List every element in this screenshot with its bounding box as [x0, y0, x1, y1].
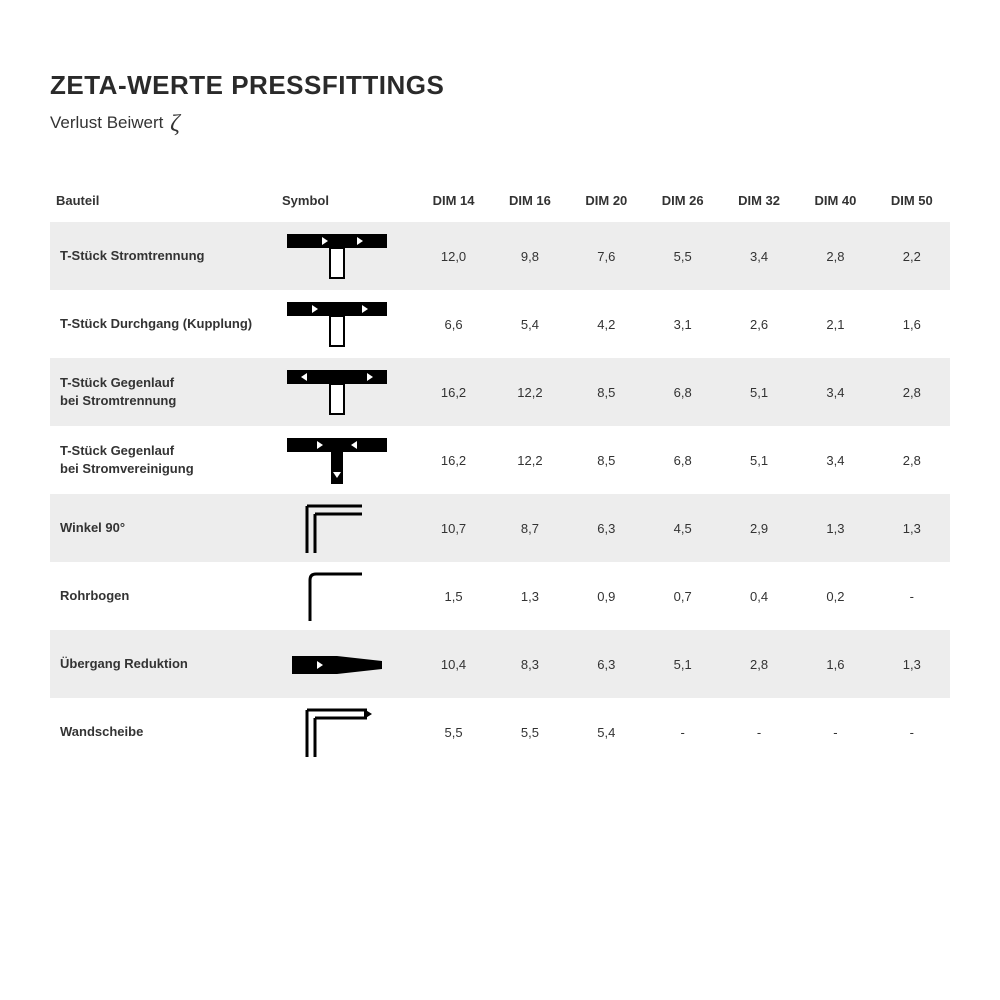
cell-value: 1,5 — [415, 562, 491, 630]
cell-value: 10,7 — [415, 494, 491, 562]
table-body: T-Stück Stromtrennung12,09,87,65,53,42,8… — [50, 222, 950, 766]
cell-value: 5,5 — [415, 698, 491, 766]
cell-value: - — [797, 698, 873, 766]
cell-value: 12,2 — [492, 426, 568, 494]
cell-value: 1,3 — [492, 562, 568, 630]
col-symbol: Symbol — [276, 183, 415, 222]
page-title: ZETA-WERTE PRESSFITTINGS — [50, 70, 950, 101]
cell-value: 8,3 — [492, 630, 568, 698]
page-subtitle: Verlust Beiwert ζ — [50, 111, 950, 138]
cell-value: 2,8 — [874, 426, 950, 494]
row-label: T-Stück Gegenlaufbei Stromtrennung — [50, 358, 276, 426]
cell-value: 1,3 — [874, 630, 950, 698]
cell-value: 6,3 — [568, 630, 644, 698]
reducer-icon — [276, 630, 415, 698]
cell-value: 0,2 — [797, 562, 873, 630]
cell-value: 5,5 — [492, 698, 568, 766]
table-row: T-Stück Stromtrennung 12,09,87,65,53,42,8… — [50, 222, 950, 290]
row-label: Rohrbogen — [50, 562, 276, 630]
row-label: T-Stück Stromtrennung — [50, 222, 276, 290]
table-row: Rohrbogen 1,51,30,90,70,40,2- — [50, 562, 950, 630]
cell-value: 3,1 — [645, 290, 721, 358]
row-label: Wandscheibe — [50, 698, 276, 766]
t-split-out-icon — [276, 358, 415, 426]
subtitle-text: Verlust Beiwert — [50, 113, 168, 132]
cell-value: 5,4 — [492, 290, 568, 358]
table-row: Winkel 90°10,78,76,34,52,91,31,3 — [50, 494, 950, 562]
cell-value: 3,4 — [797, 358, 873, 426]
cell-value: 16,2 — [415, 426, 491, 494]
cell-value: 8,5 — [568, 426, 644, 494]
col-dim16: DIM 16 — [492, 183, 568, 222]
col-dim14: DIM 14 — [415, 183, 491, 222]
col-dim40: DIM 40 — [797, 183, 873, 222]
cell-value: 8,7 — [492, 494, 568, 562]
t-join-in-icon — [276, 426, 415, 494]
cell-value: 5,1 — [721, 426, 797, 494]
elbow-thin-icon — [276, 562, 415, 630]
t-right-down-icon — [276, 222, 415, 290]
cell-value: 0,7 — [645, 562, 721, 630]
cell-value: - — [645, 698, 721, 766]
row-label: T-Stück Gegenlaufbei Stromvereinigung — [50, 426, 276, 494]
cell-value: 9,8 — [492, 222, 568, 290]
cell-value: 6,8 — [645, 426, 721, 494]
cell-value: 6,6 — [415, 290, 491, 358]
cell-value: 4,5 — [645, 494, 721, 562]
col-dim50: DIM 50 — [874, 183, 950, 222]
page: ZETA-WERTE PRESSFITTINGS Verlust Beiwert… — [0, 0, 1000, 806]
row-label: T-Stück Durchgang (Kupplung) — [50, 290, 276, 358]
cell-value: 1,6 — [874, 290, 950, 358]
cell-value: 7,6 — [568, 222, 644, 290]
cell-value: 1,3 — [797, 494, 873, 562]
cell-value: 5,5 — [645, 222, 721, 290]
cell-value: 3,4 — [721, 222, 797, 290]
cell-value: 4,2 — [568, 290, 644, 358]
cell-value: 16,2 — [415, 358, 491, 426]
cell-value: 5,1 — [721, 358, 797, 426]
cell-value: 2,2 — [874, 222, 950, 290]
t-through-icon — [276, 290, 415, 358]
table-header: Bauteil Symbol DIM 14 DIM 16 DIM 20 DIM … — [50, 183, 950, 222]
cell-value: 10,4 — [415, 630, 491, 698]
table-row: T-Stück Gegenlaufbei Stromvereinigung 16,… — [50, 426, 950, 494]
cell-value: 12,2 — [492, 358, 568, 426]
row-label: Übergang Reduktion — [50, 630, 276, 698]
row-label: Winkel 90° — [50, 494, 276, 562]
cell-value: 2,9 — [721, 494, 797, 562]
cell-value: 2,8 — [797, 222, 873, 290]
table-row: Wandscheibe5,55,55,4---- — [50, 698, 950, 766]
cell-value: 2,8 — [721, 630, 797, 698]
table-row: T-Stück Gegenlaufbei Stromtrennung 16,212… — [50, 358, 950, 426]
elbow-double-icon — [276, 494, 415, 562]
col-dim26: DIM 26 — [645, 183, 721, 222]
cell-value: 2,6 — [721, 290, 797, 358]
cell-value: 0,9 — [568, 562, 644, 630]
cell-value: 2,8 — [874, 358, 950, 426]
cell-value: 0,4 — [721, 562, 797, 630]
cell-value: 6,3 — [568, 494, 644, 562]
cell-value: 2,1 — [797, 290, 873, 358]
col-dim20: DIM 20 — [568, 183, 644, 222]
cell-value: 5,1 — [645, 630, 721, 698]
cell-value: 1,6 — [797, 630, 873, 698]
cell-value: 12,0 — [415, 222, 491, 290]
cell-value: 5,4 — [568, 698, 644, 766]
table-row: T-Stück Durchgang (Kupplung) 6,65,44,23,1… — [50, 290, 950, 358]
zeta-table: Bauteil Symbol DIM 14 DIM 16 DIM 20 DIM … — [50, 183, 950, 766]
cell-value: - — [721, 698, 797, 766]
col-bauteil: Bauteil — [50, 183, 276, 222]
cell-value: - — [874, 698, 950, 766]
cell-value: 8,5 — [568, 358, 644, 426]
col-dim32: DIM 32 — [721, 183, 797, 222]
cell-value: - — [874, 562, 950, 630]
zeta-symbol: ζ — [168, 111, 180, 137]
cell-value: 6,8 — [645, 358, 721, 426]
wall-elbow-icon — [276, 698, 415, 766]
cell-value: 3,4 — [797, 426, 873, 494]
cell-value: 1,3 — [874, 494, 950, 562]
table-row: Übergang Reduktion 10,48,36,35,12,81,61,3 — [50, 630, 950, 698]
